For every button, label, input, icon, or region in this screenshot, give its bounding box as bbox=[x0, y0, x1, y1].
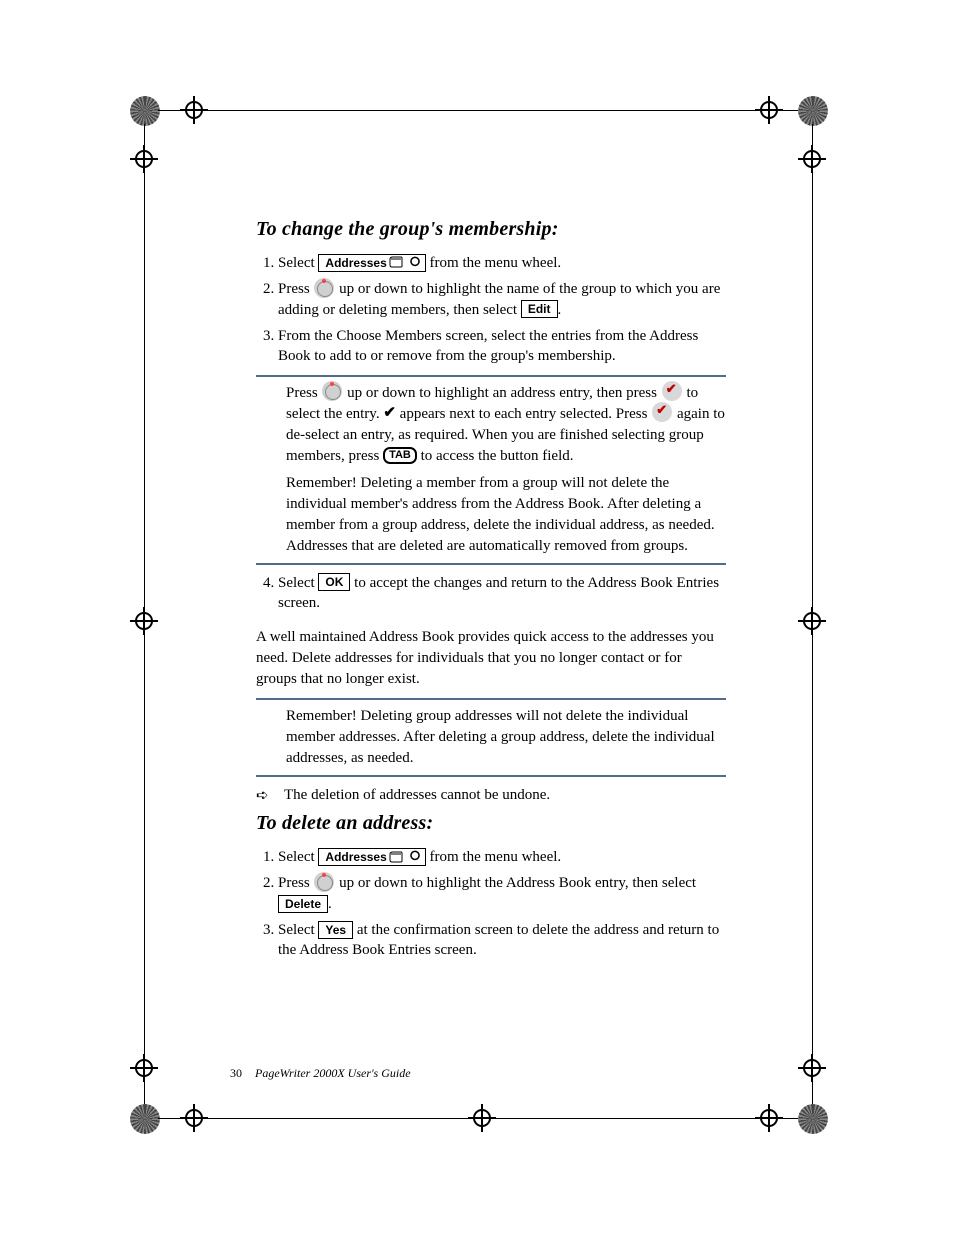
nav-button-icon bbox=[314, 872, 334, 892]
crop-line bbox=[158, 110, 798, 111]
steps-change-membership-cont: Select OK to accept the changes and retu… bbox=[256, 573, 726, 614]
text: from the menu wheel. bbox=[430, 255, 562, 271]
delete-button-icon: Delete bbox=[278, 895, 328, 913]
addresses-button-icon: Addresses bbox=[318, 254, 425, 272]
text: Select bbox=[278, 575, 318, 591]
note-arrow-icon: ➪ bbox=[256, 786, 284, 807]
registration-mark-icon bbox=[798, 96, 828, 126]
step-3: From the Choose Members screen, select t… bbox=[278, 326, 726, 367]
crop-line bbox=[158, 1118, 798, 1119]
step-1: Select Addresses from the menu wheel. bbox=[278, 847, 726, 867]
text: Press bbox=[278, 281, 313, 297]
steps-delete-address: Select Addresses from the menu wheel. Pr… bbox=[256, 847, 726, 961]
registration-mark-icon bbox=[130, 1104, 160, 1134]
callout-delete-group: Remember! Deleting group addresses will … bbox=[256, 698, 726, 777]
step-2: Press up or down to highlight the Addres… bbox=[278, 873, 726, 914]
steps-change-membership: Select Addresses from the menu wheel. Pr… bbox=[256, 253, 726, 367]
page-content: To change the group's membership: Select… bbox=[256, 218, 726, 967]
ok-button-icon: OK bbox=[318, 573, 350, 591]
step-1: Select Addresses from the menu wheel. bbox=[278, 253, 726, 273]
crop-line bbox=[144, 124, 145, 1104]
callout-select-members: Press up or down to highlight an address… bbox=[256, 375, 726, 565]
text: Select bbox=[278, 255, 318, 271]
check-button-icon bbox=[652, 402, 672, 422]
address-book-icon bbox=[389, 256, 403, 268]
note-text: The deletion of addresses cannot be undo… bbox=[284, 785, 726, 806]
heading-change-membership: To change the group's membership: bbox=[256, 218, 726, 241]
callout-paragraph: Remember! Deleting group addresses will … bbox=[286, 706, 726, 769]
edit-button-icon: Edit bbox=[521, 300, 558, 318]
text: . bbox=[328, 896, 332, 912]
note-row: ➪ The deletion of addresses cannot be un… bbox=[256, 785, 726, 806]
text: Select bbox=[278, 849, 318, 865]
addresses-button-icon: Addresses bbox=[318, 848, 425, 866]
text: . bbox=[558, 302, 562, 318]
body-paragraph: A well maintained Address Book provides … bbox=[256, 627, 726, 690]
registration-mark-icon bbox=[798, 1104, 828, 1134]
callout-paragraph: Remember! Deleting a member from a group… bbox=[286, 473, 726, 557]
footer-title: PageWriter 2000X User's Guide bbox=[255, 1066, 411, 1080]
text: up or down to highlight the name of the … bbox=[278, 281, 720, 318]
nav-button-icon bbox=[314, 278, 334, 298]
registration-mark-icon bbox=[130, 96, 160, 126]
tab-key-icon: TAB bbox=[383, 447, 417, 464]
step-3: Select Yes at the confirmation screen to… bbox=[278, 920, 726, 961]
text: from the menu wheel. bbox=[430, 849, 562, 865]
text: From the Choose Members screen, select t… bbox=[278, 328, 698, 364]
nav-button-icon bbox=[322, 381, 342, 401]
text: Press bbox=[278, 875, 313, 891]
page-number: 30 bbox=[230, 1066, 242, 1080]
callout-paragraph: Press up or down to highlight an address… bbox=[286, 383, 726, 467]
text: Select bbox=[278, 922, 318, 938]
yes-button-icon: Yes bbox=[318, 921, 353, 939]
crop-line bbox=[812, 124, 813, 1104]
step-4: Select OK to accept the changes and retu… bbox=[278, 573, 726, 614]
checkmark-icon: ✔ bbox=[383, 403, 396, 424]
check-button-icon bbox=[662, 381, 682, 401]
step-2: Press up or down to highlight the name o… bbox=[278, 279, 726, 320]
page-footer: 30 PageWriter 2000X User's Guide bbox=[230, 1066, 411, 1081]
heading-delete-address: To delete an address: bbox=[256, 812, 726, 835]
address-book-icon bbox=[389, 851, 403, 863]
text: up or down to highlight the Address Book… bbox=[335, 875, 696, 891]
